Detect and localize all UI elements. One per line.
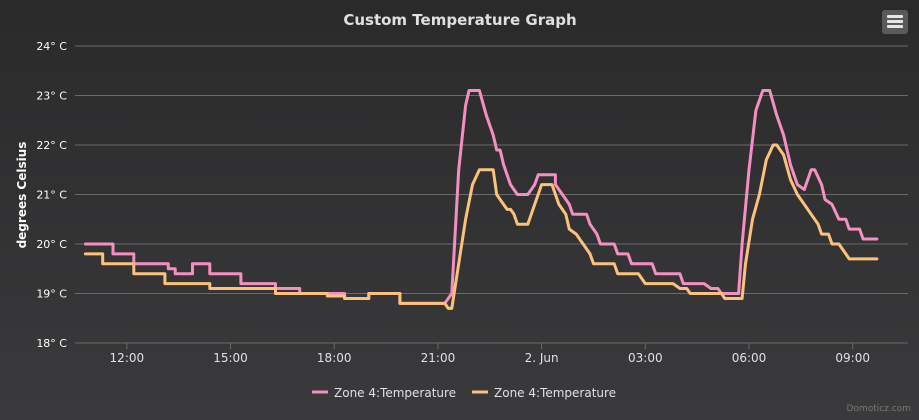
hamburger-menu-icon (887, 15, 903, 18)
x-tick-label: 18:00 (317, 351, 352, 365)
x-tick-label: 03:00 (628, 351, 663, 365)
series-line-1[interactable] (83, 89, 879, 305)
y-tick-label: 18° C (36, 337, 67, 350)
x-tick-label: 21:00 (421, 351, 456, 365)
y-tick-label: 20° C (36, 238, 67, 251)
y-tick-label: 19° C (36, 288, 67, 301)
legend-label: Zone 4:Temperature (494, 386, 616, 400)
y-tick-label: 21° C (36, 189, 67, 202)
legend[interactable]: Zone 4:Temperature Zone 4:Temperature (312, 386, 616, 400)
legend-item-1[interactable]: Zone 4:Temperature (312, 386, 456, 400)
y-axis: 18° C 19° C 20° C 21° C 22° C 23° C 24° C (36, 40, 67, 350)
x-tick-label: 06:00 (732, 351, 767, 365)
credit-link[interactable]: Domoticz.com (846, 404, 912, 414)
x-axis: 12:00 15:00 18:00 21:00 2. Jun 03:00 06:00 09:0… (110, 343, 870, 365)
chart-menu-button[interactable] (882, 10, 908, 34)
x-tick-label: 12:00 (110, 351, 145, 365)
y-tick-label: 24° C (36, 40, 67, 53)
legend-item-2[interactable]: Zone 4:Temperature (472, 386, 616, 400)
legend-label: Zone 4:Temperature (334, 386, 456, 400)
y-tick-label: 22° C (36, 139, 67, 152)
x-tick-label: 09:00 (835, 351, 870, 365)
y-tick-label: 23° C (36, 90, 67, 103)
x-tick-label: 15:00 (213, 351, 248, 365)
hamburger-menu-icon-line (887, 20, 903, 23)
grid-lines (75, 45, 908, 344)
hamburger-menu-icon-line (887, 25, 903, 28)
y-axis-label: degrees Celsius (15, 142, 29, 249)
series-lines (83, 89, 879, 310)
series-line-2[interactable] (83, 143, 879, 310)
x-tick-label: 2. Jun (525, 351, 559, 365)
chart-title: Custom Temperature Graph (343, 11, 576, 29)
